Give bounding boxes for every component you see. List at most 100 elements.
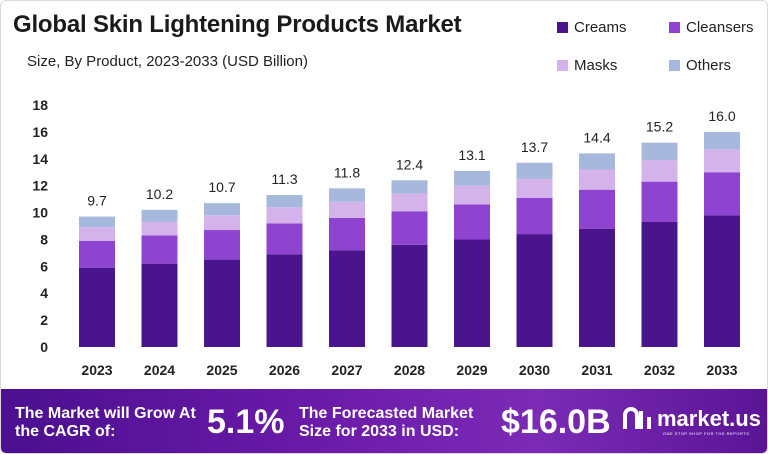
y-tick-label: 4 <box>40 285 48 301</box>
bar-total-label: 10.2 <box>146 186 173 202</box>
bar-segment-others <box>454 170 490 186</box>
y-tick-label: 8 <box>40 231 48 247</box>
legend-item-others: Others <box>669 57 731 74</box>
bar-segment-others <box>266 195 303 208</box>
brand-tagline: ONE STOP SHOP FOR THE REPORTS <box>663 431 750 436</box>
x-tick-label: 2029 <box>456 362 487 378</box>
footer-banner: The Market will Grow At the CAGR of: 5.1… <box>1 389 767 453</box>
cagr-value: 5.1% <box>207 403 285 441</box>
legend-label-masks: Masks <box>574 57 618 74</box>
chart-subtitle: Size, By Product, 2023-2033 (USD Billion… <box>27 53 308 70</box>
bar-segment-masks <box>579 169 615 190</box>
y-tick-label: 12 <box>32 178 48 194</box>
bar-total-label: 11.3 <box>271 171 297 187</box>
legend-swatch-masks <box>557 60 568 71</box>
forecast-label: The Forecasted Market Size for 2033 in U… <box>299 405 474 440</box>
bar-segment-creams <box>266 254 303 347</box>
bar-segment-cleansers <box>516 197 553 235</box>
market-us-logo-icon <box>623 407 651 429</box>
legend-swatch-cleansers <box>669 22 680 33</box>
bar-segment-others <box>641 142 678 161</box>
bar-segment-cleansers <box>266 223 303 255</box>
x-tick-label: 2033 <box>706 362 737 378</box>
y-tick-label: 0 <box>40 339 48 355</box>
cagr-label: The Market will Grow At the CAGR of: <box>15 405 196 440</box>
bar-segment-masks <box>79 227 115 241</box>
bar-segment-others <box>391 180 428 194</box>
bar-segment-masks <box>704 149 740 173</box>
bar-segment-masks <box>204 215 240 231</box>
legend-item-masks: Masks <box>557 57 617 74</box>
bar-segment-masks <box>454 185 490 205</box>
x-tick-label: 2030 <box>519 362 550 378</box>
x-tick-label: 2025 <box>206 362 237 378</box>
bar-total-label: 11.8 <box>334 164 360 180</box>
bar-segment-creams <box>391 244 428 347</box>
bar-segment-cleansers <box>454 204 490 240</box>
bar-total-label: 14.4 <box>583 129 610 145</box>
legend-label-others: Others <box>686 57 732 74</box>
bar-segment-masks <box>641 160 678 182</box>
bar-segment-cleansers <box>641 181 678 222</box>
x-tick-label: 2024 <box>144 362 175 378</box>
y-tick-label: 16 <box>32 124 48 140</box>
bar-segment-cleansers <box>141 235 178 264</box>
bar-segment-cleansers <box>391 211 428 245</box>
x-tick-label: 2031 <box>581 362 612 378</box>
bar-segment-masks <box>266 207 303 224</box>
legend-item-cleansers: Cleansers <box>669 19 754 36</box>
bar-segment-creams <box>704 215 740 347</box>
y-tick-label: 10 <box>32 205 48 221</box>
x-tick-label: 2028 <box>394 362 425 378</box>
bar-total-label: 15.2 <box>646 119 673 135</box>
y-tick-label: 14 <box>32 151 48 167</box>
bar-segment-cleansers <box>704 172 740 216</box>
bar-segment-creams <box>516 234 553 347</box>
legend-label-cleansers: Cleansers <box>686 19 754 36</box>
bar-segment-others <box>204 203 240 216</box>
bar-total-label: 13.7 <box>521 139 548 155</box>
bar-segment-creams <box>79 267 115 347</box>
chart-title: Global Skin Lightening Products Market <box>13 11 462 38</box>
legend-item-creams: Creams <box>557 19 627 36</box>
bar-segment-cleansers <box>579 189 615 229</box>
bar-segment-others <box>329 188 365 202</box>
bar-segment-masks <box>329 201 365 218</box>
legend-swatch-creams <box>557 22 568 33</box>
bar-segment-masks <box>141 221 178 236</box>
x-tick-label: 2023 <box>81 362 112 378</box>
legend-swatch-others <box>669 60 680 71</box>
bar-total-label: 13.1 <box>458 147 485 163</box>
x-tick-label: 2026 <box>269 362 300 378</box>
brand-name: market.us <box>657 406 761 431</box>
bar-segment-masks <box>516 178 553 198</box>
bar-segment-creams <box>641 221 678 347</box>
bar-segment-cleansers <box>329 217 365 251</box>
bar-total-label: 10.7 <box>208 179 235 195</box>
bar-segment-others <box>704 131 740 150</box>
legend-label-creams: Creams <box>574 19 627 36</box>
x-tick-label: 2032 <box>644 362 675 378</box>
bar-segment-creams <box>141 263 178 347</box>
bar-segment-cleansers <box>79 240 115 268</box>
bar-segment-creams <box>204 259 240 347</box>
y-tick-label: 6 <box>40 258 48 274</box>
bar-segment-creams <box>579 228 615 347</box>
y-tick-label: 18 <box>32 97 48 113</box>
bar-segment-others <box>516 162 553 179</box>
bar-chart: 0 2 4 6 8 10 12 14 16 18 9.7 2023 10.2 2024 10.7 2025 11… <box>32 97 740 378</box>
forecast-value: $16.0B <box>501 403 611 441</box>
bar-total-label: 12.4 <box>396 156 423 172</box>
bar-segment-others <box>579 153 615 170</box>
y-tick-label: 2 <box>40 312 48 328</box>
bar-total-label: 9.7 <box>87 193 107 209</box>
bar-segment-cleansers <box>204 230 240 260</box>
bar-segment-others <box>79 216 115 228</box>
bar-total-label: 16.0 <box>708 108 735 124</box>
bar-segment-masks <box>391 193 428 212</box>
bar-segment-creams <box>454 239 490 347</box>
x-tick-label: 2027 <box>331 362 362 378</box>
brand-logo: market.us ONE STOP SHOP FOR THE REPORTS <box>621 405 761 436</box>
bar-segment-others <box>141 209 178 222</box>
